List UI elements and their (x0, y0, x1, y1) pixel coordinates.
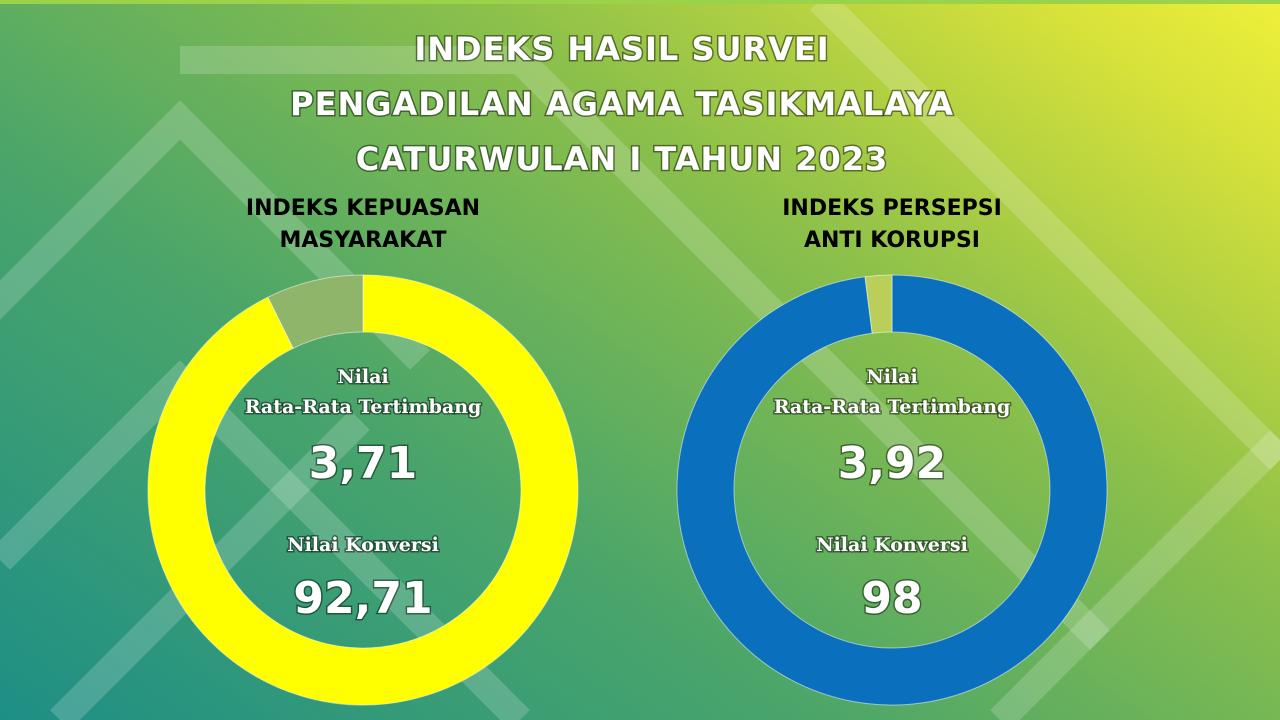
value-label: 98 (861, 573, 922, 624)
page-title: INDEKS HASIL SURVEI (414, 30, 829, 68)
value-caption: Nilai Konversi (287, 534, 439, 556)
chart-title: INDEKS KEPUASAN MASYARAKAT (246, 196, 480, 253)
chart-title-line: INDEKS KEPUASAN (246, 196, 480, 221)
value-label: 92,71 (293, 573, 432, 624)
page-title: CATURWULAN I TAHUN 2023 (356, 140, 888, 178)
chart-title-line: ANTI KORUPSI (804, 228, 980, 253)
donut-segment (676, 274, 1108, 706)
average-value: 3,92 (838, 438, 947, 489)
center-caption: Rata-Rata Tertimbang (245, 396, 482, 418)
chart-title-line: INDEKS PERSEPSI (782, 196, 1002, 221)
donut-segment (267, 274, 364, 349)
donut-segment (864, 274, 893, 334)
page-title: PENGADILAN AGAMA TASIKMALAYA (290, 85, 954, 123)
value-caption: Nilai Konversi (816, 534, 968, 556)
top-bar (0, 0, 1280, 4)
average-value: 3,71 (309, 438, 418, 489)
donut-segment (147, 274, 579, 706)
center-caption: Nilai (866, 366, 917, 388)
center-caption: Rata-Rata Tertimbang (774, 396, 1011, 418)
center-caption: Nilai (337, 366, 388, 388)
chart-title: INDEKS PERSEPSI ANTI KORUPSI (782, 196, 1002, 253)
chart-title-line: MASYARAKAT (280, 228, 447, 253)
